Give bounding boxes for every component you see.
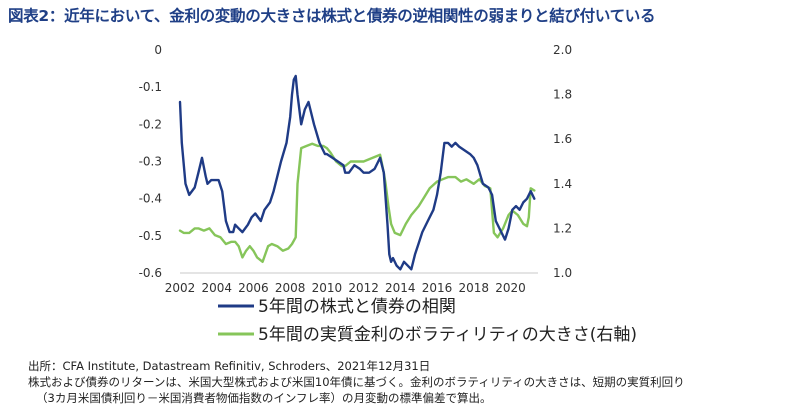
- chart-title: 図表2：近年において、金利の変動の大きさは株式と債券の逆相関性の弱まりと結び付い…: [8, 7, 656, 25]
- x-tick-label: 2014: [385, 281, 416, 295]
- y-left-tick-label: -0.3: [139, 155, 162, 169]
- y-right-tick-label: 2.0: [553, 43, 572, 57]
- legend-label: 5年間の実質金利のボラティリティの大きさ(右軸): [258, 325, 637, 345]
- methodology-note: 株式および債券のリターンは、米国大型株式および米国10年債に基づく。金利のボラテ…: [28, 375, 685, 389]
- x-tick-label: 2012: [348, 281, 379, 295]
- legend-label: 5年間の株式と債券の相関: [258, 297, 456, 317]
- x-tick-label: 2008: [275, 281, 306, 295]
- y-left-tick-label: -0.5: [139, 229, 162, 243]
- y-right-tick-label: 1.2: [553, 221, 572, 235]
- x-tick-label: 2016: [422, 281, 453, 295]
- x-tick-label: 2020: [495, 281, 526, 295]
- y-left-tick-label: -0.6: [139, 266, 162, 280]
- y-left-tick-label: 0: [154, 43, 162, 57]
- source-note: 出所：CFA Institute, Datastream Refinitiv, …: [28, 359, 431, 373]
- x-tick-label: 2018: [458, 281, 489, 295]
- y-right-tick-label: 1.4: [553, 177, 572, 191]
- y-left-tick-label: -0.1: [139, 80, 162, 94]
- volatility-series-line: [178, 142, 536, 263]
- y-right-tick-label: 1.6: [553, 132, 572, 146]
- x-tick-label: 2010: [312, 281, 343, 295]
- methodology-note-cont: （3カ月米国債利回り－米国消費者物価指数のインフレ率）の月変動の標準偏差で算出。: [36, 391, 492, 405]
- y-left-tick-label: -0.4: [139, 192, 162, 206]
- correlation-series-line: [178, 74, 536, 271]
- x-tick-label: 2004: [201, 281, 232, 295]
- y-left-tick-label: -0.2: [139, 117, 162, 131]
- chart-notes: 出所：CFA Institute, Datastream Refinitiv, …: [28, 358, 685, 406]
- y-right-tick-label: 1.8: [553, 88, 572, 102]
- y-right-tick-label: 1.0: [553, 266, 572, 280]
- x-tick-label: 2006: [238, 281, 269, 295]
- x-tick-label: 2002: [165, 281, 196, 295]
